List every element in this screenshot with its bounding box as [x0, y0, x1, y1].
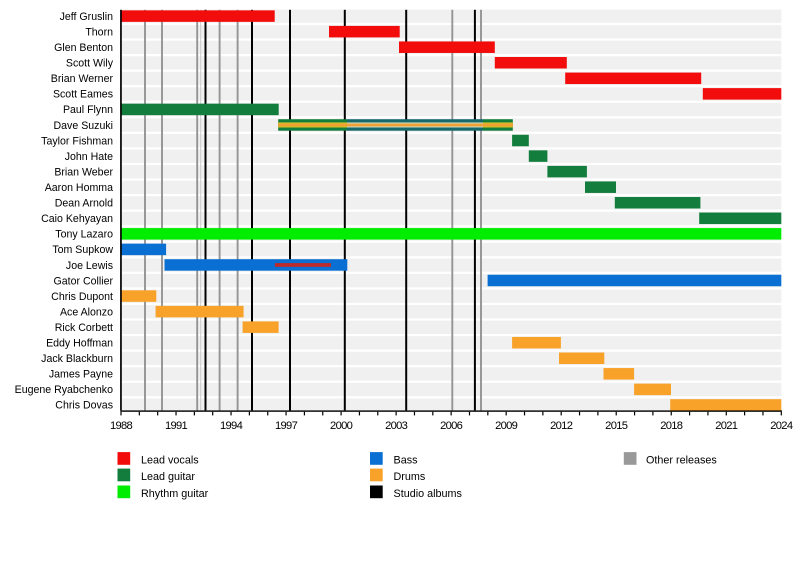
svg-text:Dean Arnold: Dean Arnold: [55, 198, 113, 210]
svg-text:Tom Supkow: Tom Supkow: [52, 244, 113, 256]
svg-text:Jack Blackburn: Jack Blackburn: [41, 353, 113, 365]
svg-text:Scott Wily: Scott Wily: [66, 58, 114, 70]
svg-text:Bass: Bass: [394, 455, 419, 467]
svg-text:Joe Lewis: Joe Lewis: [66, 260, 113, 272]
svg-text:Studio albums: Studio albums: [394, 488, 463, 500]
svg-text:2000: 2000: [330, 420, 353, 432]
svg-text:Other releases: Other releases: [646, 455, 717, 467]
svg-text:2003: 2003: [385, 420, 408, 432]
svg-text:Paul Flynn: Paul Flynn: [63, 104, 113, 116]
svg-text:Eugene Ryabchenko: Eugene Ryabchenko: [15, 384, 113, 396]
svg-text:John Hate: John Hate: [65, 151, 113, 163]
svg-text:Gator Collier: Gator Collier: [54, 275, 114, 287]
svg-text:Ace Alonzo: Ace Alonzo: [60, 306, 113, 318]
svg-text:James Payne: James Payne: [49, 369, 113, 381]
svg-text:Chris Dupont: Chris Dupont: [51, 291, 113, 303]
svg-text:Jeff Gruslin: Jeff Gruslin: [60, 11, 113, 23]
svg-text:2009: 2009: [495, 420, 518, 432]
svg-text:Chris Dovas: Chris Dovas: [55, 400, 113, 412]
svg-text:Rick Corbett: Rick Corbett: [55, 322, 113, 334]
svg-text:Glen Benton: Glen Benton: [54, 42, 113, 54]
svg-text:Thorn: Thorn: [85, 26, 113, 38]
svg-text:Scott Eames: Scott Eames: [53, 89, 113, 101]
svg-text:Dave Suzuki: Dave Suzuki: [54, 120, 113, 132]
svg-text:Caio Kehyayan: Caio Kehyayan: [41, 213, 113, 225]
svg-text:2021: 2021: [715, 420, 738, 432]
svg-text:Drums: Drums: [394, 471, 426, 483]
svg-text:2006: 2006: [440, 420, 463, 432]
svg-text:Tony Lazaro: Tony Lazaro: [55, 229, 113, 241]
svg-text:2015: 2015: [605, 420, 628, 432]
svg-text:Aaron Homma: Aaron Homma: [45, 182, 113, 194]
svg-text:Brian Weber: Brian Weber: [54, 166, 113, 178]
svg-text:1994: 1994: [220, 420, 243, 432]
svg-text:1988: 1988: [110, 420, 133, 432]
svg-text:2018: 2018: [660, 420, 683, 432]
svg-text:Taylor Fishman: Taylor Fishman: [41, 135, 113, 147]
svg-text:Lead vocals: Lead vocals: [141, 455, 199, 467]
svg-text:Eddy Hoffman: Eddy Hoffman: [46, 338, 113, 350]
svg-text:Brian Werner: Brian Werner: [51, 73, 114, 85]
svg-text:Lead guitar: Lead guitar: [141, 471, 195, 483]
svg-text:Rhythm guitar: Rhythm guitar: [141, 488, 209, 500]
svg-text:2024: 2024: [770, 420, 793, 432]
svg-text:2012: 2012: [550, 420, 573, 432]
svg-text:1997: 1997: [275, 420, 298, 432]
svg-text:1991: 1991: [165, 420, 188, 432]
